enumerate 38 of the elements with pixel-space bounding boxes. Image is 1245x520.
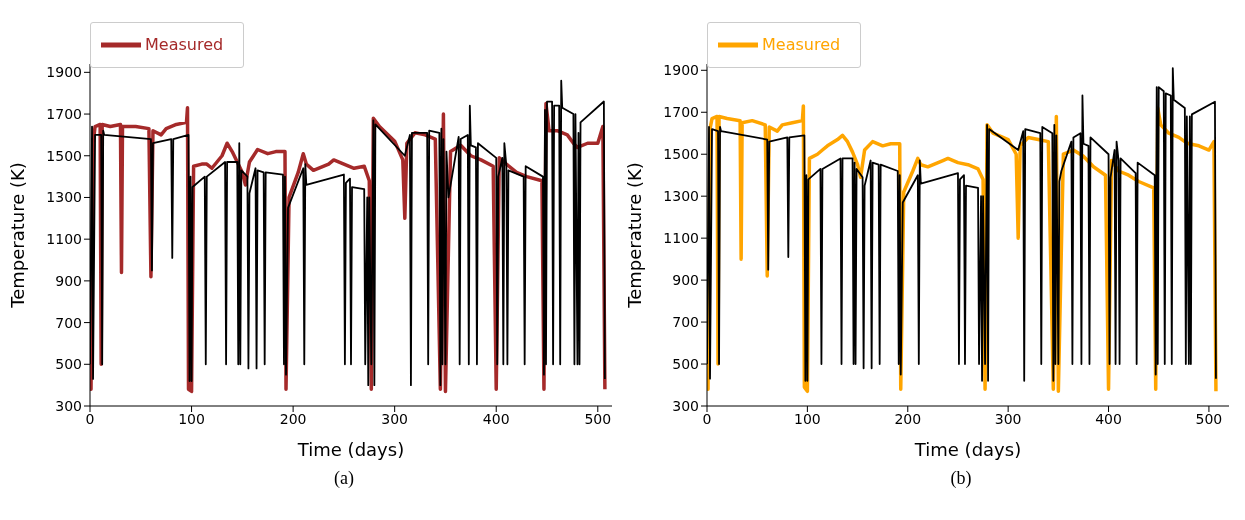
x-tick-label: 200: [894, 410, 922, 427]
y-tick-label: 700: [672, 314, 699, 331]
y-tick-label: 300: [672, 397, 699, 414]
y-tick-label: 900: [672, 272, 699, 289]
x-tick-label: 200: [279, 410, 307, 427]
y-tick-label: 700: [55, 314, 82, 331]
x-tick-label: 100: [794, 410, 821, 427]
x-tick-label: 500: [584, 410, 612, 427]
y-tick-label: 1500: [46, 147, 82, 164]
y-tick-label: 900: [55, 272, 82, 289]
y-axis-title: Temperature (K): [7, 162, 29, 309]
legend-label: Measured: [762, 34, 841, 54]
y-tick-label: 1900: [663, 62, 699, 79]
x-tick-label: 500: [1195, 410, 1223, 427]
text: (b): [949, 468, 973, 489]
y-tick-label: 500: [672, 356, 699, 373]
y-tick-label: 1900: [46, 64, 82, 81]
y-tick-label: 1300: [663, 188, 699, 205]
x-axis-title: Time (days): [296, 439, 405, 460]
y-tick-label: 1500: [663, 146, 699, 163]
y-tick-label: 1700: [46, 106, 82, 123]
x-tick-label: 300: [994, 410, 1022, 427]
x-tick-label: 0: [702, 410, 712, 427]
y-tick-label: 1300: [46, 189, 82, 206]
x-tick-label: 400: [482, 410, 510, 427]
y-tick-label: 500: [55, 356, 82, 373]
x-tick-label: 0: [85, 410, 95, 427]
y-tick-label: 1100: [46, 231, 82, 248]
y-tick-label: 300: [55, 397, 82, 414]
y-tick-label: 1700: [663, 104, 699, 121]
x-tick-label: 300: [381, 410, 409, 427]
text: (a): [333, 468, 355, 489]
legend-label: Measured: [145, 34, 224, 54]
x-axis-title: Time (days): [913, 439, 1022, 460]
y-axis-title: Temperature (K): [624, 162, 646, 309]
x-tick-label: 400: [1095, 410, 1122, 427]
x-tick-label: 100: [178, 410, 205, 427]
y-tick-label: 1100: [663, 230, 699, 247]
